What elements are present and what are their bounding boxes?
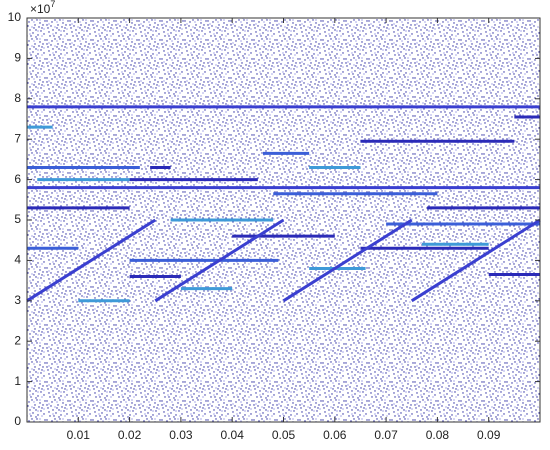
y-tick-label: 2 [14,333,21,347]
segment [410,218,541,303]
plot [26,105,541,303]
y-tick-label: 6 [14,172,21,186]
y-multiplier-base: ×10 [30,2,51,16]
y-tick-label: 4 [14,253,21,267]
y-tick-label: 8 [14,91,21,105]
y-tick-label: 1 [14,374,21,388]
segment [282,218,413,303]
x-tick-label: 0.06 [323,428,347,442]
y-tick-label: 3 [14,293,21,307]
y-tick-label: 9 [14,51,21,65]
x-tick-label: 0.08 [426,428,450,442]
x-tick-label: 0.02 [118,428,142,442]
x-tick-label: 0.01 [67,428,91,442]
x-tick-label: 0.09 [477,428,501,442]
y-multiplier: ×107 [30,0,55,16]
x-tick-label: 0.05 [272,428,296,442]
y-tick-label: 10 [8,10,22,24]
x-tick-label: 0.03 [169,428,193,442]
y-multiplier-exponent: 7 [50,0,55,9]
x-tick-label: 0.07 [374,428,398,442]
y-tick-label: 0 [14,414,21,428]
segment [154,218,285,303]
y-tick-label: 5 [14,212,21,226]
x-tick-label: 0.04 [221,428,245,442]
segment [26,218,157,303]
y-tick-label: 7 [14,131,21,145]
